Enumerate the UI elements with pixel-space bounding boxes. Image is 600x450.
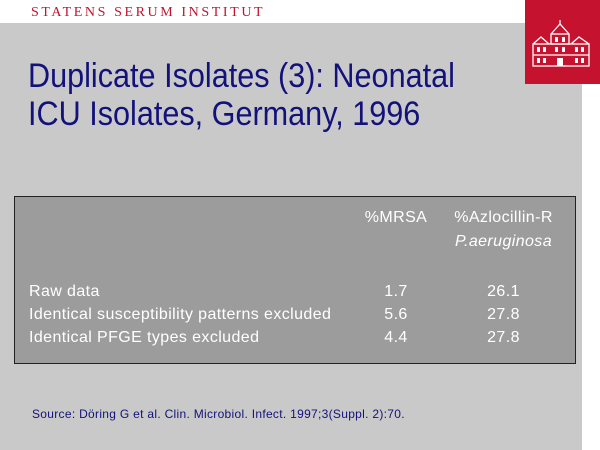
building-icon (532, 20, 590, 67)
table-row-label: Identical PFGE types excluded (29, 329, 260, 346)
table-cell-azlocillin: 27.8 (487, 329, 520, 346)
table-cell-azlocillin: 26.1 (487, 283, 520, 300)
header-mrsa: %MRSA (364, 209, 428, 226)
table-cell-mrsa: 5.6 (384, 306, 408, 323)
brand-name: STATENS SERUM INSTITUT (31, 5, 266, 20)
table-cell-azlocillin: 27.8 (487, 306, 520, 323)
table-cell-mrsa: 1.7 (384, 283, 408, 300)
table-cell-mrsa: 4.4 (384, 329, 408, 346)
data-table: %MRSA %Azlocillin-R P.aeruginosa Raw dat… (14, 196, 576, 364)
table-row-label: Identical susceptibility patterns exclud… (29, 306, 332, 323)
header-azlocillin-organism: P.aeruginosa (454, 233, 553, 250)
header-azlocillin: %Azlocillin-R (454, 209, 553, 226)
source-citation: Source: Döring G et al. Clin. Microbiol.… (32, 407, 405, 421)
table-row-label: Raw data (29, 283, 100, 300)
slide-title-line-1: Duplicate Isolates (3): Neonatal (28, 57, 455, 95)
institute-logo (525, 0, 600, 84)
slide-title: Duplicate Isolates (3): Neonatal ICU Iso… (28, 57, 478, 133)
slide-title-line-2: ICU Isolates, Germany, 1996 (28, 95, 421, 133)
